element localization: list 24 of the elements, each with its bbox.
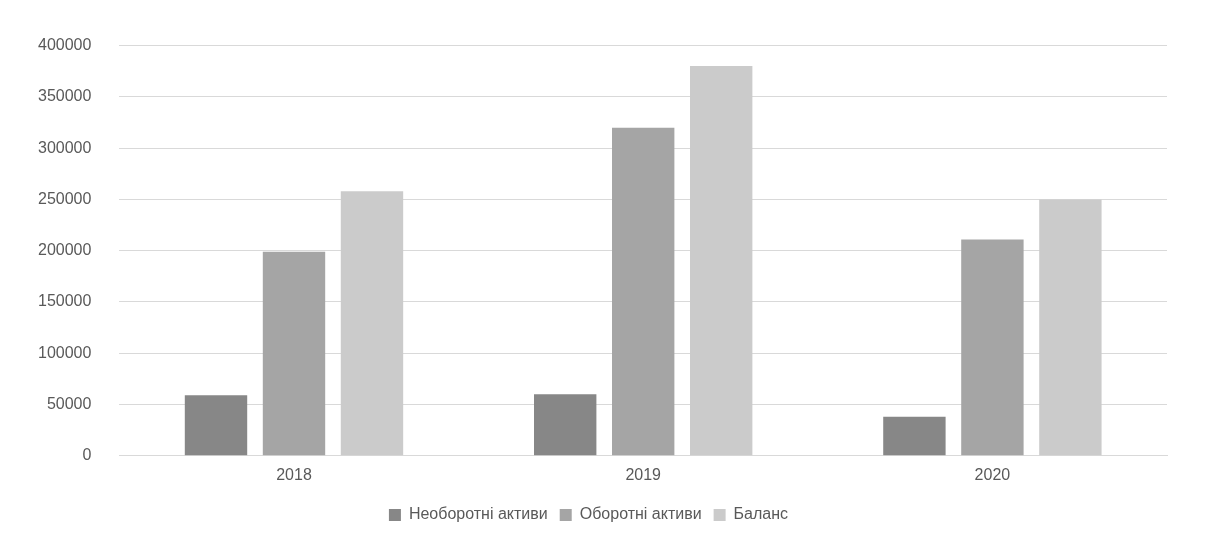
legend-label: Оборотні активи: [579, 505, 702, 523]
bar: [689, 66, 753, 456]
bar: [883, 416, 946, 456]
x-tick-label: 2018: [276, 465, 312, 483]
y-tick-label: 400000: [38, 36, 92, 54]
y-tick-label: 0: [82, 446, 92, 464]
y-tick-label: 150000: [38, 292, 92, 310]
bar: [184, 395, 248, 456]
bar: [340, 191, 404, 456]
x-tick-label: 2020: [974, 465, 1011, 483]
bar: [262, 251, 326, 456]
y-tick-label: 350000: [38, 87, 92, 105]
y-tick-label: 50000: [46, 394, 92, 412]
x-tick-label: 2019: [625, 465, 662, 483]
y-tick-label: 200000: [38, 241, 92, 259]
bar: [1039, 199, 1102, 456]
y-tick-label: 300000: [38, 138, 92, 156]
y-tick-label: 250000: [38, 189, 92, 207]
y-tick-label: 100000: [38, 343, 92, 361]
bar: [534, 394, 597, 456]
bar: [961, 239, 1024, 456]
legend-label: Необоротні активи: [408, 505, 548, 523]
bar: [612, 127, 675, 456]
legend-label: Баланс: [733, 505, 789, 523]
